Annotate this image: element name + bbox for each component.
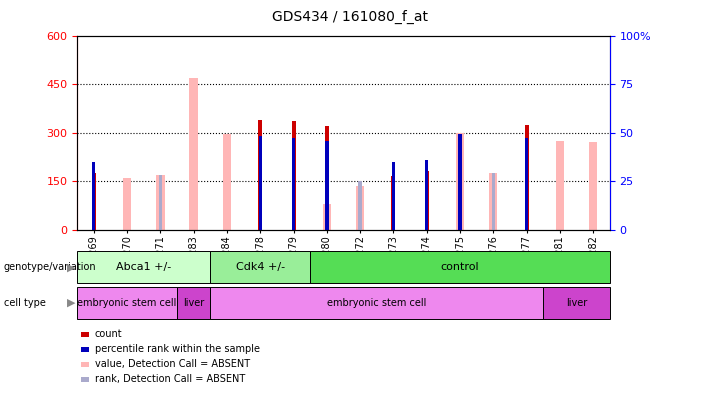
Bar [292,121,296,230]
Bar [92,162,95,230]
Bar [322,204,331,230]
Text: ▶: ▶ [67,262,75,272]
Bar [458,134,462,230]
Bar [491,174,495,230]
Text: liver: liver [183,298,204,308]
Text: cell type: cell type [4,298,46,308]
Bar [356,186,365,230]
Bar [258,120,262,230]
Text: Abca1 +/-: Abca1 +/- [116,262,171,272]
Bar [210,251,310,283]
Text: genotype/variation: genotype/variation [4,262,96,272]
Text: ▶: ▶ [67,298,75,308]
Bar [158,175,162,230]
Bar [210,287,543,319]
Bar [156,175,165,230]
Bar [491,173,495,230]
Bar [123,178,131,230]
Bar [292,137,295,230]
Bar [325,141,329,230]
Bar [543,287,610,319]
Text: percentile rank within the sample: percentile rank within the sample [95,344,259,354]
Bar [223,134,231,230]
Text: value, Detection Call = ABSENT: value, Detection Call = ABSENT [95,359,250,369]
Bar [177,287,210,319]
Bar [425,171,429,230]
Text: Cdk4 +/-: Cdk4 +/- [236,262,285,272]
Text: GDS434 / 161080_f_at: GDS434 / 161080_f_at [273,10,428,24]
Bar [358,181,362,230]
Bar [489,173,498,230]
Bar [589,143,597,230]
Text: embryonic stem cell: embryonic stem cell [77,298,177,308]
Bar [525,137,529,230]
Bar [556,141,564,230]
Bar [456,133,464,230]
Bar [158,175,162,230]
Bar [391,176,395,230]
Bar [92,173,96,230]
Text: control: control [441,262,479,272]
Bar [524,125,529,230]
Bar [310,251,610,283]
Bar [259,136,262,230]
Bar [425,160,428,230]
Text: liver: liver [566,298,587,308]
Text: count: count [95,329,122,339]
Bar [325,126,329,230]
Bar [77,251,210,283]
Bar [77,287,177,319]
Text: embryonic stem cell: embryonic stem cell [327,298,426,308]
Bar [392,162,395,230]
Bar [189,78,198,230]
Text: rank, Detection Call = ABSENT: rank, Detection Call = ABSENT [95,374,245,384]
